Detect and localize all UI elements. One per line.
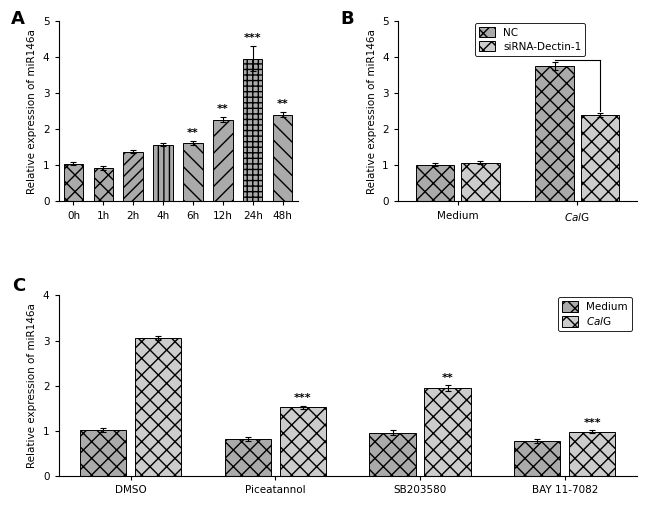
Text: **: ** [441,373,454,383]
Bar [124,152,143,201]
Bar [243,59,263,201]
Bar [569,431,616,476]
Bar [225,439,271,476]
Bar [183,143,203,201]
Text: B: B [341,10,354,28]
Bar [280,407,326,476]
Y-axis label: Relative expression of miR146a: Relative expression of miR146a [27,303,37,468]
Bar [462,163,500,201]
Y-axis label: Relative expression of miR146a: Relative expression of miR146a [27,29,37,194]
Text: ***: *** [583,418,601,428]
Bar [213,120,233,201]
Text: C: C [12,277,25,295]
Y-axis label: Relative expression of miR146a: Relative expression of miR146a [367,29,377,194]
Text: A: A [10,10,25,28]
Legend: Medium, $\it{Cal}$G: Medium, $\it{Cal}$G [558,297,632,331]
Bar [273,115,292,201]
Text: **: ** [277,99,289,109]
Text: ***: *** [294,393,312,403]
Bar [80,430,127,476]
Text: ***: *** [244,33,261,43]
Bar [536,66,574,201]
Bar [424,388,471,476]
Text: **: ** [571,49,583,59]
Bar [94,168,113,201]
Bar [64,164,83,201]
Bar [369,433,416,476]
Text: **: ** [217,104,229,113]
Bar [153,145,173,201]
Bar [581,115,619,201]
Text: **: ** [187,128,199,138]
Legend: NC, siRNA-Dectin-1: NC, siRNA-Dectin-1 [475,22,586,55]
Bar [135,338,181,476]
Bar [416,165,454,201]
Bar [514,441,560,476]
